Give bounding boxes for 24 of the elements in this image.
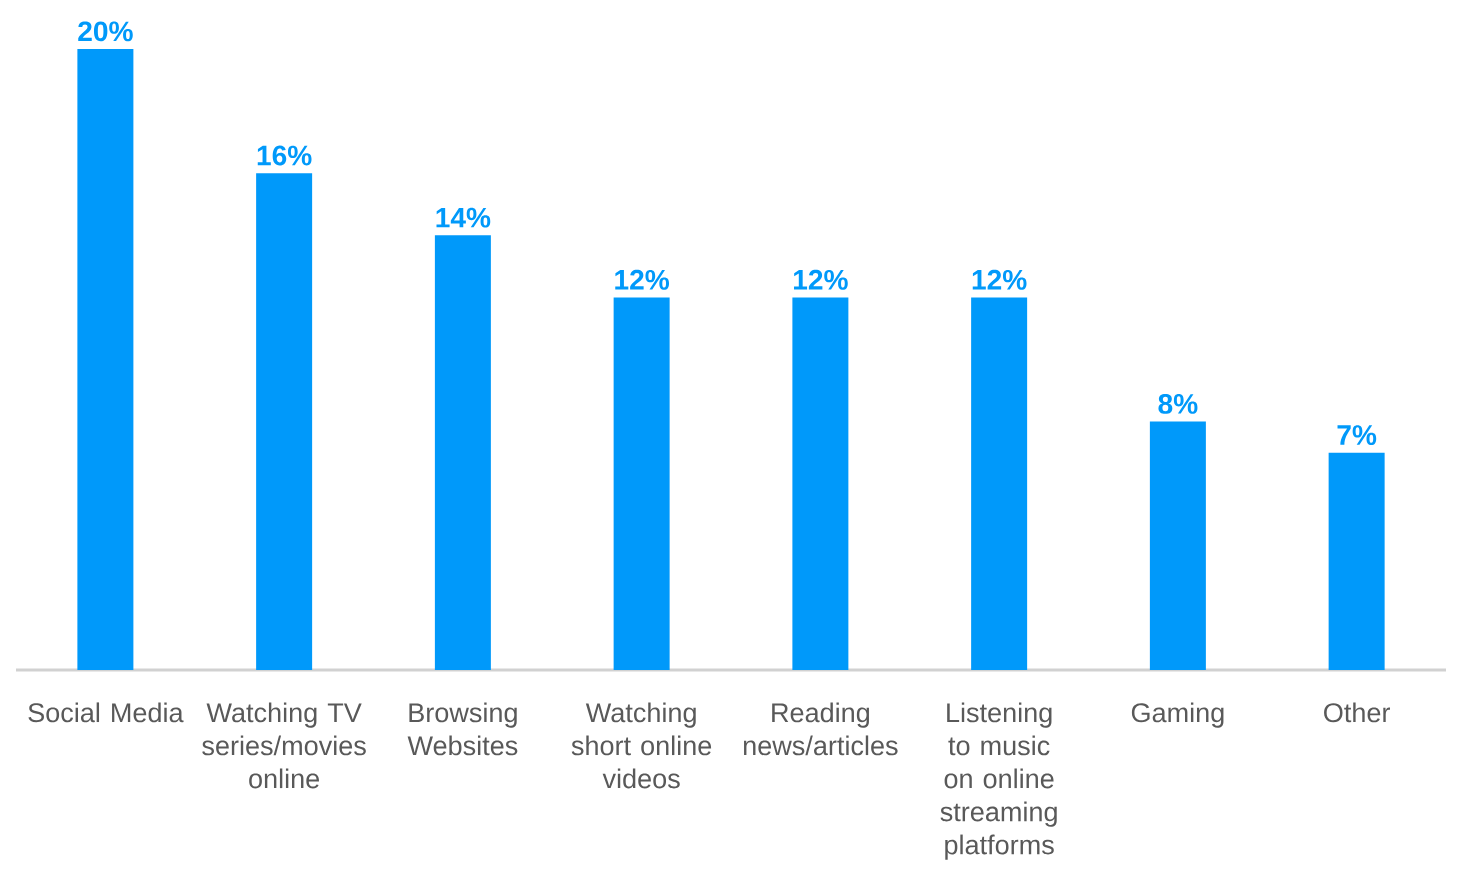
bar [613,297,670,671]
x-tick-label: Browsing Websites [407,702,518,756]
x-tick-label: Listening to music on online streaming platforms [940,702,1057,860]
data-label: 12% [615,269,670,290]
x-tick-label: Watching short online videos [571,702,712,789]
data-label: 14% [436,207,491,228]
data-label: 12% [794,269,848,290]
x-tick-label: Watching TV series/movies online [202,702,366,789]
bar [1328,452,1385,671]
x-tick-label: Gaming [1131,702,1224,728]
bar [434,235,491,671]
bar [971,297,1028,671]
bar [792,297,849,671]
data-label: 7% [1337,425,1377,445]
x-tick-label: Other [1324,702,1391,723]
x-tick-label: Reading news/articles [744,702,898,756]
bar [1149,421,1206,671]
data-label: 16% [257,145,312,166]
x-tick-label: Social Media [28,702,184,723]
bar [256,173,313,671]
bar [77,49,134,671]
data-label: 8% [1158,393,1198,414]
data-label: 20% [78,21,133,42]
data-label: 12% [972,269,1027,290]
